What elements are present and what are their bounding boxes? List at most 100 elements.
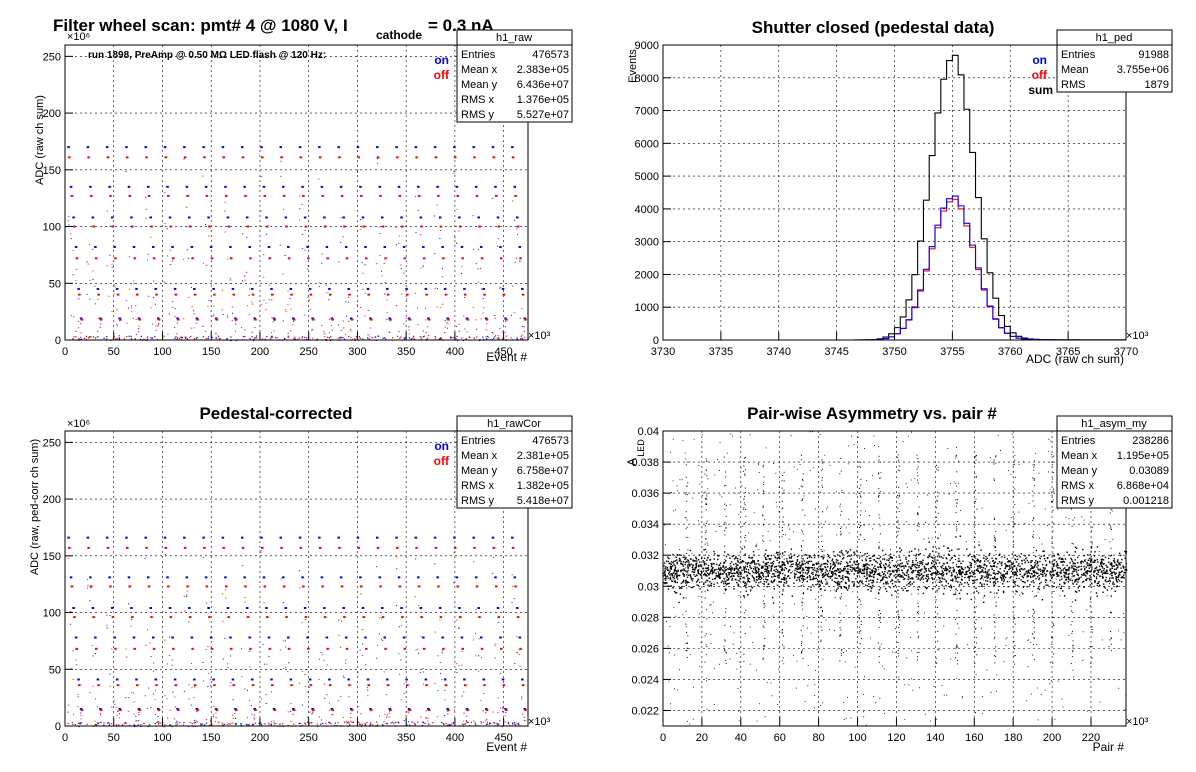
transition-point [307,296,309,298]
asym-point [673,563,675,566]
on-band-point [477,216,480,219]
transition-point [312,712,314,714]
ped-stats-label: Entries [1061,49,1096,61]
transition-point [210,678,212,680]
on-band-point [433,536,437,539]
baseline-point [107,722,110,724]
asym-point [800,577,803,580]
asym-point [770,567,773,570]
transition-point [458,627,460,629]
transition-point [241,327,243,329]
on-band-point [303,607,307,609]
asym-point [899,573,901,576]
asym-point [994,561,997,563]
transition-point [427,720,429,722]
transition-point [131,691,133,693]
transition-point [284,640,286,642]
asym-spike-point [686,519,688,521]
asym-point [771,581,774,584]
asym-point [766,565,769,568]
asym-spike-point [782,590,784,592]
asym-point [876,581,878,583]
asym-point [995,578,997,581]
asym-point [925,575,928,577]
baseline-point [358,336,360,338]
transition-point [304,229,306,231]
asym-spike-point [745,515,747,517]
transition-point [479,267,481,269]
asym-point [918,569,921,572]
asym-point [1121,576,1124,578]
asym-point [956,574,959,576]
asym-point [749,565,751,567]
asym-spike-point [743,498,745,500]
on-band-point [518,636,522,639]
asym-point [879,564,882,567]
asym-point [1078,585,1081,587]
on-band-point [405,287,408,290]
transition-point [342,236,344,238]
baseline-point [428,723,430,726]
transition-point [172,301,174,303]
asym-point [961,571,964,573]
asym-point [930,562,933,564]
asym-point [819,565,821,568]
asym-point [678,557,681,560]
asym-point [690,577,692,579]
asym-point [762,565,764,568]
asym-point [903,567,905,569]
asym-point [876,557,878,559]
transition-point [439,238,441,240]
asym-point [895,573,897,576]
baseline-point [258,722,260,725]
asym-point [873,570,876,572]
asym-point [889,573,891,575]
transition-point [437,690,439,692]
off-band-point [234,709,238,712]
asym-point [1032,570,1034,572]
asym-point [1059,587,1062,590]
asym-point [832,568,834,570]
asym-point [1021,567,1023,570]
transition-point [359,307,361,309]
asym-point [856,572,859,574]
asym-point [802,580,805,582]
asym-point [972,571,974,574]
asym-point [753,562,756,564]
transition-point [253,718,255,720]
asym-point [747,577,749,579]
on-band-point [154,287,158,290]
baseline-point [301,724,304,727]
baseline-point [450,336,452,338]
asym-point [751,556,754,559]
baseline-point [461,337,463,339]
asym-point [1112,560,1115,562]
off-band-point [326,647,329,650]
transition-point [241,676,243,678]
asym-point [724,580,727,583]
on-band-point [108,185,111,188]
asym-point [853,584,855,586]
asym-point [1109,570,1112,572]
asym-point [1015,561,1018,563]
asym-spike-point [723,485,725,487]
asym-point [879,560,882,562]
asym-point [1056,573,1059,575]
asym-point [1067,575,1070,578]
asym-point [845,570,848,572]
transition-point [89,279,91,281]
transition-point [472,307,474,309]
transition-point [191,306,193,308]
asym-spike-point [723,456,725,458]
asym-point [739,562,741,564]
baseline-point [229,723,231,725]
asym-point [830,575,833,578]
transition-point [248,294,250,296]
asym-point [1113,583,1115,585]
asym-point [1065,579,1068,581]
on-band-point [443,678,447,681]
asym-point [783,577,786,579]
asym-point [1098,569,1100,571]
asym-point [1051,569,1054,571]
